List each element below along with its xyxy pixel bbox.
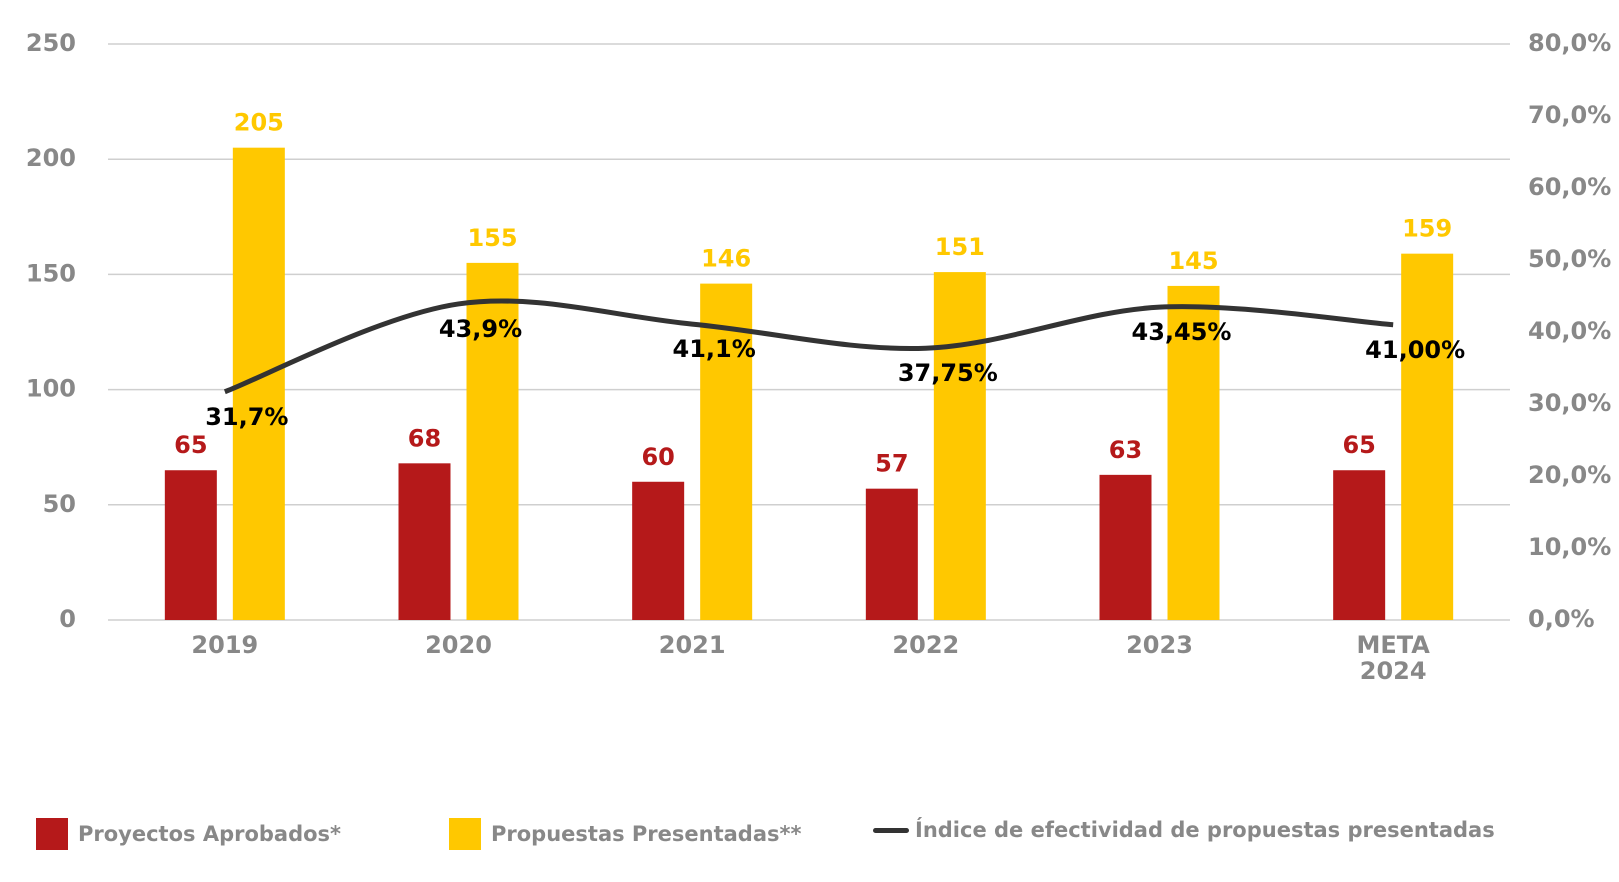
line-value-label: 43,45% [1132,318,1232,346]
y2-tick-label: 30,0% [1528,389,1611,417]
legend-item: Propuestas Presentadas** [449,818,801,850]
line [223,298,1394,395]
bar [865,488,918,620]
legend-label: Índice de efectividad de propuestas pres… [915,818,1495,842]
y2-tick-label: 70,0% [1528,101,1611,129]
legend-swatch [449,818,481,850]
bar [1401,253,1454,620]
bar-value-label: 145 [1168,247,1218,275]
y2-tick-label: 0,0% [1528,605,1595,633]
bar [632,481,685,620]
bar [164,470,217,620]
y-tick-label: 150 [26,259,76,287]
bar [1167,285,1220,620]
x-tick-label: 2022 [892,631,960,659]
y2-tick-label: 20,0% [1528,461,1611,489]
bar-value-label: 63 [1109,436,1142,464]
legend-item: Índice de efectividad de propuestas pres… [873,818,1495,842]
y2-tick-label: 10,0% [1528,533,1611,561]
bar-value-label: 68 [408,424,441,452]
y-tick-label: 0 [59,605,76,633]
bar [1333,470,1386,620]
line-value-label: 31,7% [205,403,288,431]
bar-value-label: 65 [1342,431,1375,459]
legend-label: Propuestas Presentadas** [491,822,802,846]
bar [466,262,519,620]
bar [700,283,753,620]
legend-label: Proyectos Aprobados* [78,822,342,846]
x-tick-label: META 2024 [1356,631,1430,685]
x-tick-label: 2020 [425,631,492,659]
y2-tick-label: 80,0% [1528,29,1611,57]
bar-value-label: 65 [174,431,207,459]
bar-value-label: 159 [1402,215,1452,243]
y-tick-label: 100 [26,375,76,403]
line-value-label: 43,9% [439,315,522,343]
y2-tick-label: 40,0% [1528,317,1611,345]
x-tick-label: 2023 [1126,631,1193,659]
bar [398,463,451,620]
bar-value-label: 151 [935,233,985,261]
line-value-label: 41,00% [1365,336,1465,364]
legend-item: Proyectos Aprobados* [36,818,341,850]
x-tick-label: 2021 [658,631,726,659]
bar [933,272,986,620]
bar-value-label: 155 [467,224,517,252]
legend-swatch [36,818,68,850]
x-tick-label: 2019 [191,631,259,659]
y-tick-label: 250 [26,29,76,57]
bar-value-label: 60 [641,443,674,471]
bar-value-label: 205 [234,109,284,137]
bar [1099,474,1152,620]
line-value-label: 37,75% [898,359,998,387]
y2-tick-label: 60,0% [1528,173,1611,201]
bar-value-label: 146 [701,245,751,273]
y2-tick-label: 50,0% [1528,245,1611,273]
line-value-label: 41,1% [673,335,756,363]
bar-value-label: 57 [875,450,908,478]
legend-swatch [873,827,909,833]
y-tick-label: 200 [26,144,76,172]
y-tick-label: 50 [43,490,76,518]
